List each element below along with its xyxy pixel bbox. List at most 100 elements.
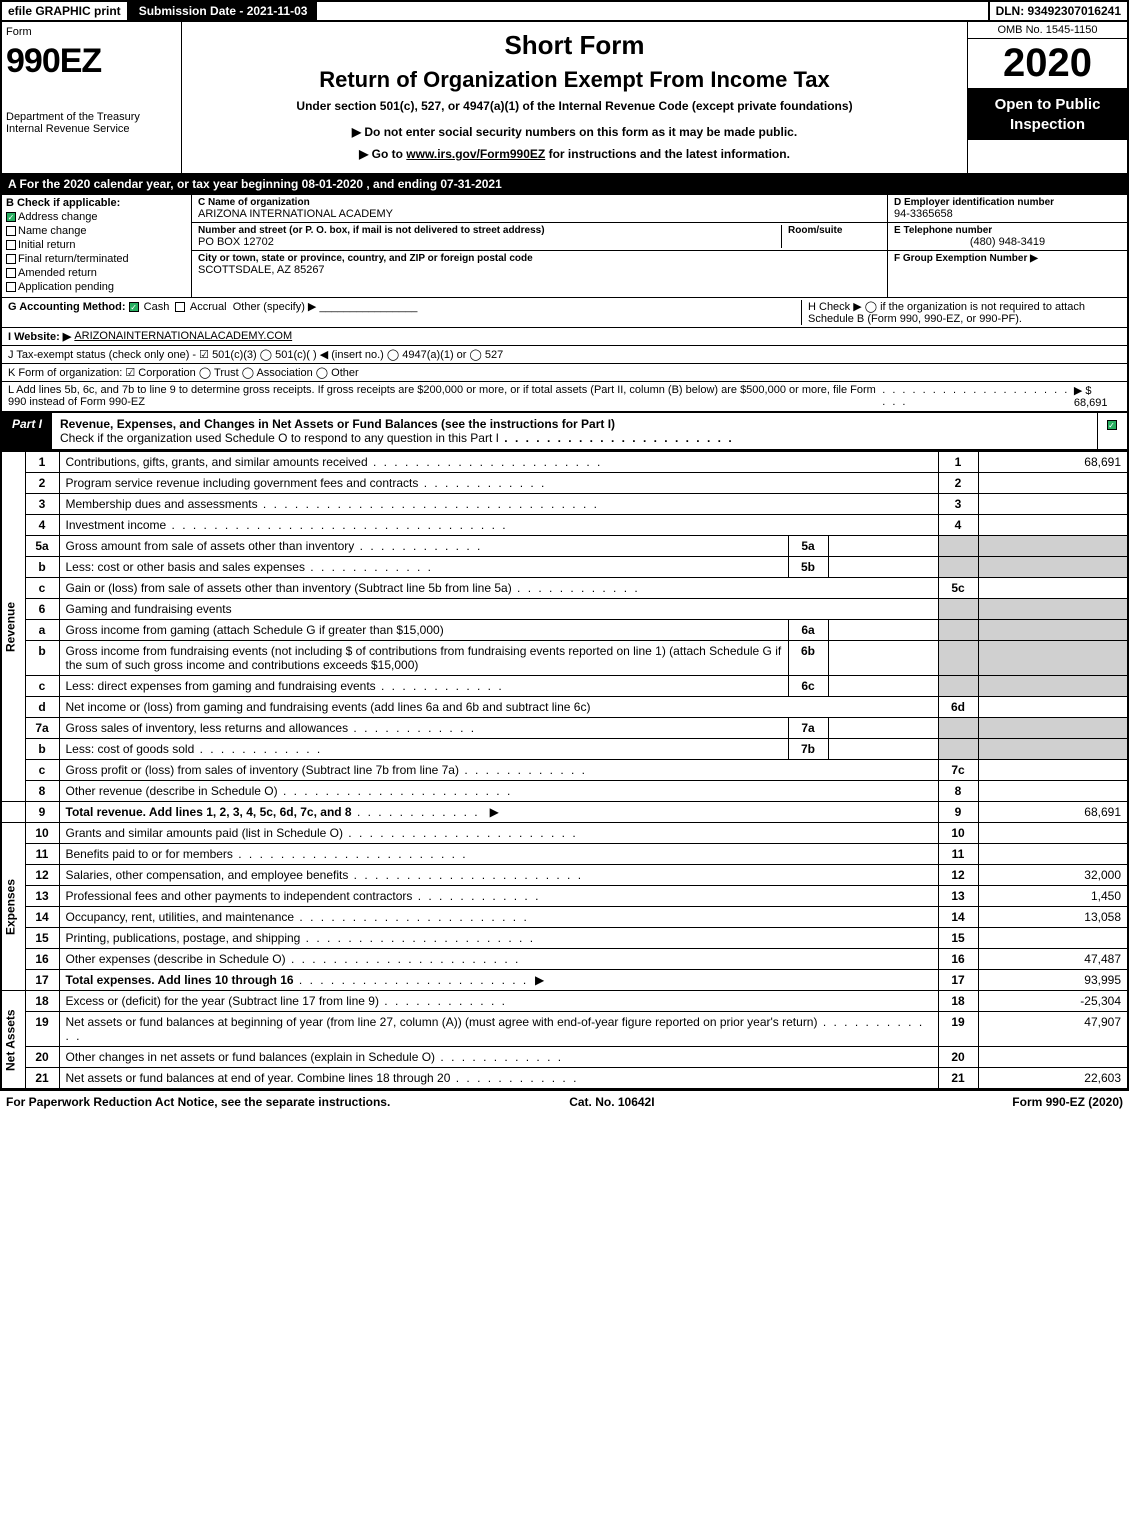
telephone-row: E Telephone number (480) 948-3419 (888, 223, 1127, 251)
shade-cell (938, 641, 978, 676)
under-section: Under section 501(c), 527, or 4947(a)(1)… (192, 99, 957, 113)
org-name-row: C Name of organization ARIZONA INTERNATI… (192, 195, 887, 223)
line-11-ln: 11 (938, 844, 978, 865)
header-left: Form 990EZ Department of the Treasury In… (2, 22, 182, 173)
initial-return-label: Initial return (18, 239, 75, 251)
line-20-desc: Other changes in net assets or fund bala… (59, 1047, 938, 1068)
line-6-desc: Gaming and fundraising events (59, 599, 938, 620)
checkbox-address-change[interactable]: ✓Address change (6, 211, 187, 223)
return-title: Return of Organization Exempt From Incom… (192, 67, 957, 93)
shade-cell (938, 718, 978, 739)
checkbox-amended-return[interactable]: Amended return (6, 267, 187, 279)
line-10-amt (978, 823, 1128, 844)
line-12-ln: 12 (938, 865, 978, 886)
line-6b-mini: 6b (788, 641, 828, 676)
accrual-label: Accrual (190, 301, 227, 313)
tax-period: A For the 2020 calendar year, or tax yea… (0, 175, 1129, 195)
line-6d-amt (978, 697, 1128, 718)
shade-cell (978, 641, 1128, 676)
header-middle: Short Form Return of Organization Exempt… (182, 22, 967, 173)
section-d: D Employer identification number 94-3365… (887, 195, 1127, 297)
line-6c-num: c (25, 676, 59, 697)
line-21-desc: Net assets or fund balances at end of ye… (59, 1068, 938, 1089)
line-6a-miniv (828, 620, 938, 641)
line-5b-desc: Less: cost or other basis and sales expe… (59, 557, 788, 578)
omb-number: OMB No. 1545-1150 (968, 22, 1127, 39)
line-4-desc: Investment income (59, 515, 938, 536)
shade-cell (938, 676, 978, 697)
checkbox-initial-return[interactable]: Initial return (6, 239, 187, 251)
line-i: I Website: ▶ ARIZONAINTERNATIONALACADEMY… (0, 328, 1129, 346)
line-3-ln: 3 (938, 494, 978, 515)
line-7a-desc: Gross sales of inventory, less returns a… (59, 718, 788, 739)
part-i-checkbox[interactable]: ✓ (1097, 413, 1127, 449)
line-6b-num: b (25, 641, 59, 676)
line-6-num: 6 (25, 599, 59, 620)
line-11-num: 11 (25, 844, 59, 865)
line-l-text: L Add lines 5b, 6c, and 7b to line 9 to … (8, 384, 882, 409)
line-9-ln: 9 (938, 802, 978, 823)
empty (1, 802, 25, 823)
check-if-applicable-label: B Check if applicable: (6, 197, 187, 209)
line-12-num: 12 (25, 865, 59, 886)
line-8-amt (978, 781, 1128, 802)
line-6b-desc: Gross income from fundraising events (no… (59, 641, 788, 676)
form-label: Form (6, 26, 177, 38)
line-21-amt: 22,603 (978, 1068, 1128, 1089)
shade-cell (978, 620, 1128, 641)
line-l-amount: ▶ $ 68,691 (1074, 384, 1121, 409)
goto-prefix: ▶ Go to (359, 147, 406, 161)
line-4-ln: 4 (938, 515, 978, 536)
line-7a-miniv (828, 718, 938, 739)
telephone-value: (480) 948-3419 (894, 236, 1121, 248)
line-13-ln: 13 (938, 886, 978, 907)
efile-label[interactable]: efile GRAPHIC print (2, 2, 129, 20)
line-8-num: 8 (25, 781, 59, 802)
line-18-desc: Excess or (deficit) for the year (Subtra… (59, 991, 938, 1012)
goto-suffix: for instructions and the latest informat… (545, 147, 790, 161)
line-21-num: 21 (25, 1068, 59, 1089)
line-12-desc: Salaries, other compensation, and employ… (59, 865, 938, 886)
dln: DLN: 93492307016241 (988, 2, 1127, 20)
open-to-public: Open to Public Inspection (968, 89, 1127, 140)
website-value[interactable]: ARIZONAINTERNATIONALACADEMY.COM (74, 330, 292, 343)
form-header: Form 990EZ Department of the Treasury In… (0, 22, 1129, 175)
part-i-tab: Part I (2, 413, 52, 449)
line-16-ln: 16 (938, 949, 978, 970)
checkbox-final-return[interactable]: Final return/terminated (6, 253, 187, 265)
checkbox-application-pending[interactable]: Application pending (6, 281, 187, 293)
line-5c-ln: 5c (938, 578, 978, 599)
org-name-label: C Name of organization (198, 197, 881, 208)
part-i-table: Revenue 1 Contributions, gifts, grants, … (0, 451, 1129, 1089)
line-5a-desc: Gross amount from sale of assets other t… (59, 536, 788, 557)
telephone-label: E Telephone number (894, 225, 1121, 236)
line-8-ln: 8 (938, 781, 978, 802)
line-6d-desc: Net income or (loss) from gaming and fun… (59, 697, 938, 718)
line-15-num: 15 (25, 928, 59, 949)
header-right: OMB No. 1545-1150 2020 Open to Public In… (967, 22, 1127, 173)
line-2-amt (978, 473, 1128, 494)
line-14-num: 14 (25, 907, 59, 928)
line-5a-mini: 5a (788, 536, 828, 557)
accrual-checkbox[interactable] (175, 302, 185, 312)
part-i-header: Part I Revenue, Expenses, and Changes in… (0, 413, 1129, 451)
street-label: Number and street (or P. O. box, if mail… (198, 225, 781, 236)
line-19-ln: 19 (938, 1012, 978, 1047)
line-7c-desc: Gross profit or (loss) from sales of inv… (59, 760, 938, 781)
line-1-desc: Contributions, gifts, grants, and simila… (59, 452, 938, 473)
shade-cell (938, 620, 978, 641)
goto-note: ▶ Go to www.irs.gov/Form990EZ for instru… (192, 147, 957, 161)
line-13-amt: 1,450 (978, 886, 1128, 907)
shade-cell (938, 599, 978, 620)
line-19-amt: 47,907 (978, 1012, 1128, 1047)
netassets-section-label: Net Assets (1, 991, 25, 1089)
footer-mid: Cat. No. 10642I (569, 1095, 654, 1109)
irs-link[interactable]: www.irs.gov/Form990EZ (406, 147, 545, 161)
line-4-amt (978, 515, 1128, 536)
accounting-method: G Accounting Method: ✓ Cash Accrual Othe… (8, 300, 417, 325)
footer-left: For Paperwork Reduction Act Notice, see … (6, 1095, 390, 1109)
checkbox-name-change[interactable]: Name change (6, 225, 187, 237)
line-l: L Add lines 5b, 6c, and 7b to line 9 to … (0, 382, 1129, 413)
cash-checkbox[interactable]: ✓ (129, 302, 139, 312)
line-5b-miniv (828, 557, 938, 578)
